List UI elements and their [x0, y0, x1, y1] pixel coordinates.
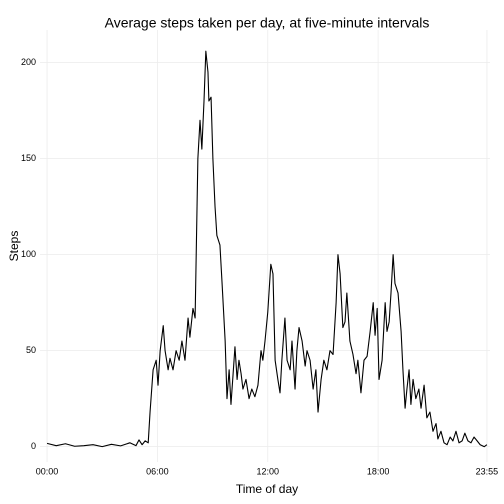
x-tick-label: 12:00	[256, 466, 279, 476]
x-tick-label: 06:00	[146, 466, 169, 476]
y-tick-label: 100	[21, 249, 36, 259]
x-tick-label: 23:55	[476, 466, 499, 476]
x-tick-label: 00:00	[36, 466, 59, 476]
x-axis-label: Time of day	[236, 482, 298, 496]
y-axis-label: Steps	[7, 231, 21, 262]
x-tick-label: 18:00	[367, 466, 390, 476]
y-tick-label: 50	[26, 345, 36, 355]
line	[46, 50, 488, 448]
y-tick-label: 200	[21, 57, 36, 67]
y-tick-label: 150	[21, 153, 36, 163]
chart-title: Average steps taken per day, at five-min…	[105, 15, 430, 31]
y-tick-label: 0	[31, 441, 36, 451]
